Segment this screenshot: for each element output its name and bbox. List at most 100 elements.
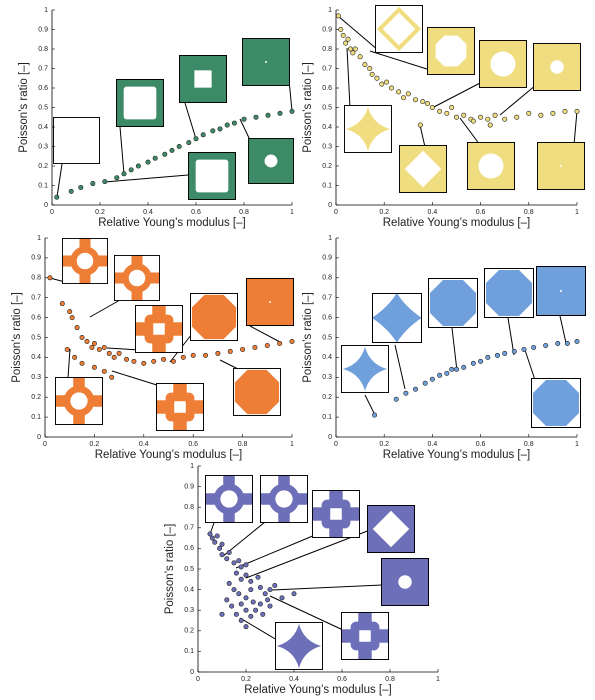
x-tick-label: 0.4: [289, 676, 299, 683]
point: [521, 346, 527, 352]
point: [372, 412, 378, 418]
x-tick-label: 0.6: [476, 209, 486, 216]
point: [335, 13, 341, 19]
point: [257, 585, 263, 591]
x-tick-label: 0: [196, 676, 200, 683]
leader-line: [106, 347, 141, 351]
leader-line: [346, 47, 351, 109]
point: [214, 533, 220, 539]
point: [207, 531, 213, 537]
point: [564, 340, 570, 346]
point: [241, 116, 247, 122]
inset: [114, 255, 160, 301]
point: [257, 601, 263, 607]
point: [248, 613, 254, 619]
y-tick-label: 0.4: [322, 354, 332, 361]
inset: [135, 305, 183, 353]
point: [388, 85, 394, 91]
point: [405, 91, 411, 97]
point: [102, 179, 108, 185]
x-tick-label: 0.2: [241, 676, 251, 683]
inset: [367, 505, 415, 553]
point: [413, 97, 419, 103]
point: [470, 118, 476, 124]
point: [255, 574, 261, 580]
point: [531, 344, 537, 350]
point: [494, 352, 500, 358]
point: [212, 539, 218, 545]
inset: [399, 145, 447, 193]
point: [101, 344, 107, 350]
point: [47, 275, 53, 281]
y-tick-label: 0.8: [31, 275, 41, 282]
x-tick-label: 0.8: [239, 209, 249, 216]
point: [449, 366, 455, 372]
point: [291, 591, 297, 597]
point: [492, 112, 498, 118]
panel: 0 0.1 0.2 0.3 0.4 0.5 0.6 0.7 0.8 0.9 1 0 0.2 0.4 0.6 0…: [302, 7, 580, 229]
point: [413, 386, 419, 392]
x-tick-label: 0.6: [476, 441, 486, 448]
y-tick-label: 1: [328, 235, 332, 242]
point: [170, 358, 176, 364]
point: [231, 120, 237, 126]
inset: [375, 5, 423, 53]
y-axis-label: Poisson’s ratio [–]: [164, 524, 176, 615]
point: [215, 350, 221, 356]
leader-line: [104, 174, 189, 183]
point: [131, 358, 137, 364]
y-tick-label: 0.2: [322, 163, 332, 170]
inset: [479, 40, 527, 88]
point: [429, 105, 435, 111]
point: [511, 348, 517, 354]
x-tick-label: 0.8: [524, 441, 534, 448]
y-tick-label: 0.9: [38, 26, 48, 33]
x-tick-label: 0.8: [524, 209, 534, 216]
point: [252, 344, 258, 350]
point: [444, 370, 450, 376]
point: [79, 334, 85, 340]
point: [487, 122, 493, 128]
inset: [233, 368, 281, 416]
point: [485, 354, 491, 360]
unit-cell-insets: [53, 5, 586, 670]
point: [248, 578, 254, 584]
point: [186, 140, 192, 146]
y-tick-label: 0.7: [184, 525, 194, 532]
x-tick-label: 0: [334, 441, 338, 448]
point: [279, 595, 285, 601]
point: [478, 114, 484, 120]
point: [502, 350, 508, 356]
point: [538, 112, 544, 118]
y-axis-label: Poisson’s ratio [–]: [302, 62, 314, 153]
point: [190, 352, 196, 358]
y-tick-label: 0.9: [322, 26, 332, 33]
point: [429, 376, 435, 382]
point: [169, 147, 175, 153]
inset: [156, 383, 204, 431]
y-tick-label: 0.6: [31, 314, 41, 321]
y-tick-label: 0.5: [322, 104, 332, 111]
point: [514, 114, 520, 120]
y-tick-label: 0.6: [322, 314, 332, 321]
point: [78, 184, 84, 190]
leader-line: [364, 394, 376, 416]
point: [180, 354, 186, 360]
point: [90, 181, 96, 187]
point: [89, 344, 95, 350]
point: [135, 163, 141, 169]
panel: 0 0.1 0.2 0.3 0.4 0.5 0.6 0.7 0.8 0.9 1 0 0.2 0.4 0.6 0…: [18, 7, 295, 229]
leader-line: [369, 50, 431, 71]
y-tick-label: 0.1: [322, 414, 332, 421]
point: [124, 356, 130, 362]
y-tick-label: 1: [190, 463, 194, 470]
point: [111, 354, 117, 360]
point: [562, 108, 568, 114]
y-tick-label: 0.6: [322, 85, 332, 92]
inset: [248, 138, 294, 184]
y-tick-label: 0.2: [31, 394, 41, 401]
point: [374, 75, 380, 81]
leader-line: [451, 327, 458, 372]
inset: [531, 378, 581, 428]
